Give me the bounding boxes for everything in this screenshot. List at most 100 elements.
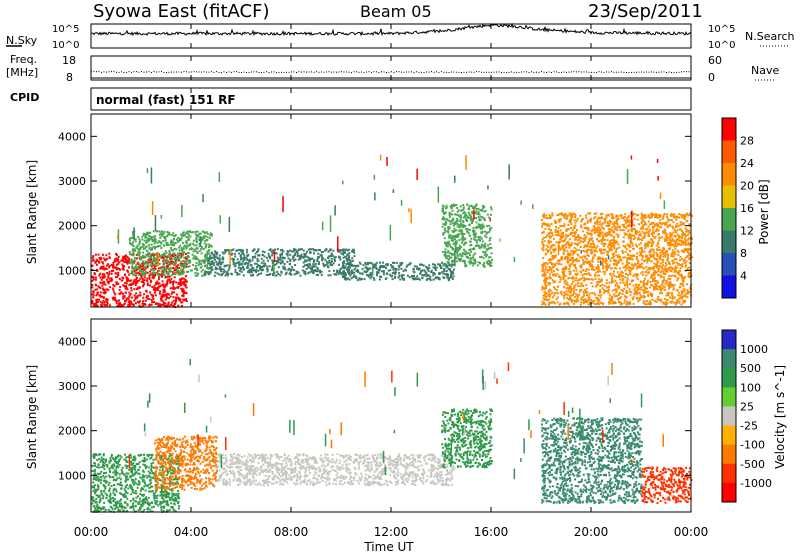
power-pixel [559,276,562,279]
power-pixel [659,254,662,257]
power-pixel [450,234,453,237]
power-pixel [129,243,132,246]
power-pixel [570,226,572,229]
power-pixel [170,280,173,283]
power-pixel [617,218,620,221]
power-pixel [239,268,242,271]
frequency-point [143,71,145,73]
power-pixel [627,268,630,271]
power-pixel [105,288,108,291]
power-pixel [555,241,558,244]
power-pixel [233,252,236,255]
power-pixel [350,272,353,275]
power-pixel [221,251,224,254]
power-pixel [323,265,326,268]
power-pixel [271,266,274,269]
power-pixel [126,297,129,300]
power-pixel [373,265,376,268]
power-pixel [611,277,613,280]
power-pixel [163,286,166,289]
power-pixel [576,253,579,256]
power-pixel [666,284,669,287]
power-pixel [563,250,566,253]
power-pixel [546,269,549,272]
power-pixel [114,272,117,275]
power-pixel [570,290,573,293]
power-pixel [623,219,626,222]
power-pixel [428,277,431,280]
power-pixel [476,212,479,215]
power-pixel [615,264,618,267]
power-pixel [607,245,609,248]
power-pixel [484,245,487,248]
power-pixel [605,259,608,262]
power-pixel [334,256,337,259]
power-pixel [637,213,640,216]
power-pixel [297,271,300,274]
power-pixel [105,254,108,257]
power-pixel [442,232,445,235]
power-pixel [206,236,209,239]
power-pixel [602,249,605,251]
power-pixel [468,216,471,219]
frequency-point [531,71,532,73]
frequency-point [398,71,400,73]
power-pixel [671,249,674,252]
power-pixel [319,269,321,272]
power-pixel [303,272,306,275]
power-pixel [178,270,180,273]
power-pixel [336,270,339,273]
power-pixel [175,248,178,251]
power-pixel [141,273,144,276]
power-pixel [460,209,463,212]
power-pixel [209,232,212,235]
power-pixel [584,270,587,272]
power-pixel [594,228,597,231]
frequency-point [381,71,382,73]
power-pixel [162,259,165,262]
power-pixel [603,217,606,220]
power-pixel [551,296,554,299]
power-pixel [159,285,162,288]
power-pixel [125,259,127,262]
power-pixel [543,213,546,216]
power-pixel [635,291,638,294]
power-pixel [628,272,631,275]
power-pixel [369,267,372,270]
power-pixel [669,296,671,299]
power-pixel [475,239,478,242]
power-pixel [602,270,605,273]
power-pixel [373,266,376,269]
power-pixel [321,251,324,253]
power-pixel [471,218,474,221]
power-pixel [463,216,466,219]
power-pixel [311,269,314,272]
power-pixel [454,213,457,216]
power-pixel [146,263,149,266]
power-pixel [626,303,629,306]
power-pixel [147,259,150,262]
power-pixel [657,243,660,246]
power-pixel [565,290,568,293]
power-pixel [611,226,614,229]
power-pixel [586,291,589,294]
frequency-point [331,71,332,73]
power-pixel [173,258,176,260]
power-pixel [443,268,446,270]
power-pixel [128,284,131,286]
power-pixel [432,266,435,269]
power-pixel [299,258,302,260]
power-pixel [200,270,203,273]
frequency-point [116,71,117,73]
power-pixel [445,255,448,257]
power-pixel [178,259,181,262]
power-pixel [296,252,299,255]
frequency-point [496,71,497,73]
power-pixel [113,291,116,294]
power-pixel [353,255,356,258]
power-pixel [228,264,231,267]
frequency-point [166,72,167,73]
power-pixel [588,301,591,304]
power-pixel [238,261,241,264]
power-pixel [257,248,260,251]
